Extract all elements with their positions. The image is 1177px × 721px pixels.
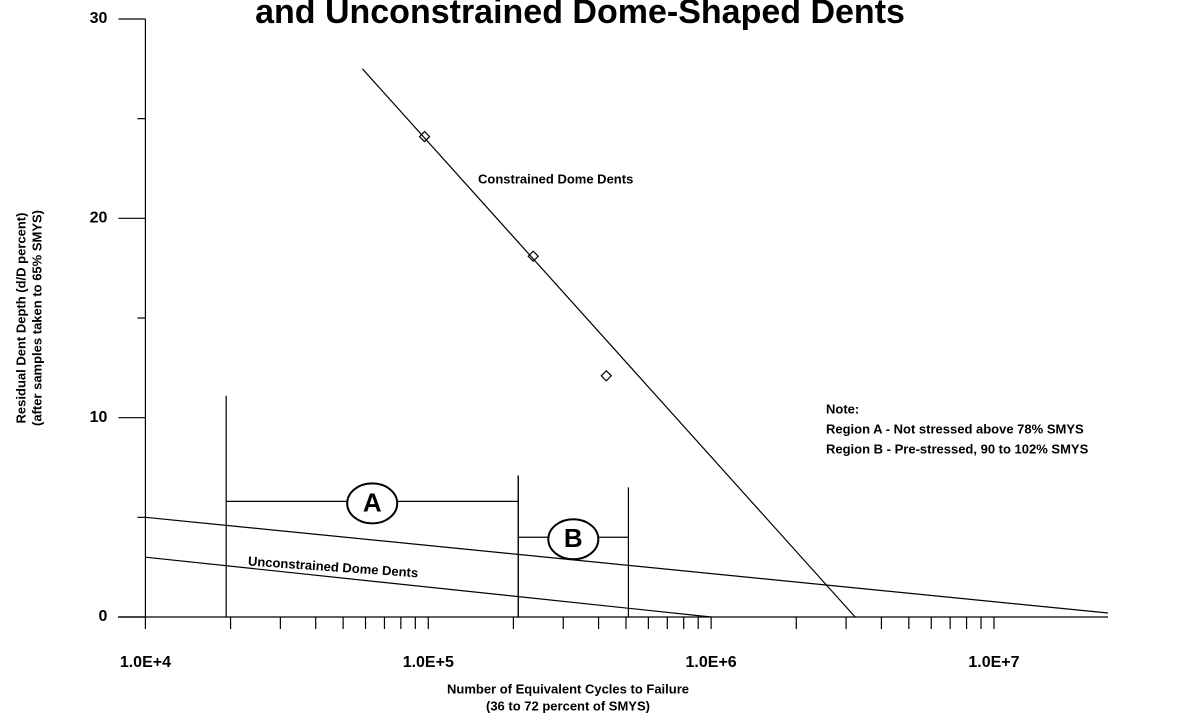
chart-title: and Unconstrained Dome-Shaped Dents xyxy=(255,0,905,31)
region-label: B xyxy=(564,523,583,553)
x-tick-label: 1.0E+5 xyxy=(403,654,454,671)
data-point xyxy=(418,130,431,143)
y-tick-label: 10 xyxy=(90,409,108,426)
region-circle xyxy=(346,482,399,525)
x-tick-label: 1.0E+4 xyxy=(120,654,171,671)
region-label: A xyxy=(363,487,382,517)
data-point xyxy=(600,369,613,382)
data-point xyxy=(527,250,540,263)
y-axis-label: (after samples taken to 65% SMYS) xyxy=(29,210,44,426)
note: Region B - Pre-stressed, 90 to 102% SMYS xyxy=(826,441,1089,456)
x-tick-label: 1.0E+6 xyxy=(686,654,737,671)
x-axis-label: (36 to 72 percent of SMYS) xyxy=(486,698,650,713)
y-tick-label: 0 xyxy=(99,608,108,625)
note: Region A - Not stressed above 78% SMYS xyxy=(826,421,1084,436)
region-circle xyxy=(547,518,600,561)
annotation: Constrained Dome Dents xyxy=(478,171,633,186)
y-tick-label: 20 xyxy=(90,210,108,227)
x-axis-label: Number of Equivalent Cycles to Failure xyxy=(447,681,689,696)
annotation: Unconstrained Dome Dents xyxy=(248,553,419,580)
trend-line xyxy=(145,516,1109,614)
trend-line xyxy=(361,68,856,618)
x-tick-label: 1.0E+7 xyxy=(968,654,1019,671)
y-axis-label: Residual Dent Depth (d/D percent) xyxy=(13,213,28,424)
y-tick-label: 30 xyxy=(90,10,108,27)
trend-line xyxy=(145,556,712,618)
note: Note: xyxy=(826,401,859,416)
